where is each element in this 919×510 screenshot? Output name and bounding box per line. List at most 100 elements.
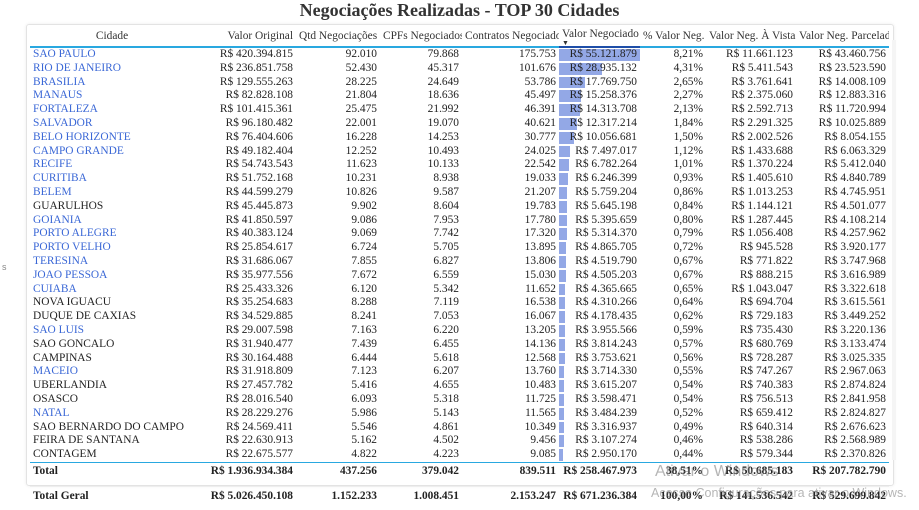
table-row[interactable]: SAO BERNARDO DO CAMPO R$ 24.569.411 5.546 4… bbox=[30, 421, 889, 435]
city-name[interactable]: RECIFE bbox=[33, 158, 73, 171]
table-row[interactable]: JOAO PESSOA R$ 35.977.556 7.672 6.559 15.030… bbox=[30, 269, 889, 283]
table-row[interactable]: PORTO ALEGRE R$ 40.383.124 9.069 7.742 17.32… bbox=[30, 227, 889, 241]
table-row[interactable]: MANAUS R$ 82.828.108 21.804 18.636 45.497 R$ … bbox=[30, 89, 889, 103]
grand-total-pct: 100,00% bbox=[640, 485, 706, 505]
cell-valor-negociado: R$ 3.316.937 bbox=[559, 421, 640, 435]
cell-contratos-negociados: 9.456 bbox=[530, 434, 556, 447]
cell-cpfs-negociados: 8.604 bbox=[433, 199, 459, 212]
cell-qtd-negociacoes: 9.086 bbox=[351, 213, 377, 226]
cell-contratos-negociados: 11.565 bbox=[525, 406, 556, 419]
city-name[interactable]: TERESINA bbox=[33, 254, 89, 267]
table-row[interactable]: SAO GONCALO R$ 31.940.477 7.439 6.455 14.136… bbox=[30, 338, 889, 352]
column-header-valor-negociado[interactable]: Valor Negociado ▼ bbox=[559, 26, 640, 48]
valor-negociado-value: R$ 4.310.266 bbox=[575, 296, 637, 309]
cell-contratos-negociados: 19.033 bbox=[524, 172, 556, 185]
table-row[interactable]: CURITIBA R$ 51.752.168 10.231 8.938 19.033 R$… bbox=[30, 172, 889, 186]
sort-descending-icon[interactable]: ▼ bbox=[562, 39, 569, 47]
city-name[interactable]: PORTO ALEGRE bbox=[33, 227, 117, 240]
city-name[interactable]: PORTO VELHO bbox=[33, 241, 111, 254]
table-row[interactable]: UBERLANDIA R$ 27.457.782 5.416 4.655 10.483 R… bbox=[30, 379, 889, 393]
table-row[interactable]: BELO HORIZONTE R$ 76.404.606 16.228 14.253 3… bbox=[30, 131, 889, 145]
cell-contratos-negociados: 10.349 bbox=[524, 420, 556, 433]
column-header-valor-neg-a-vista[interactable]: Valor Neg. À Vista bbox=[706, 26, 796, 48]
cell-valor-original: R$ 51.752.168 bbox=[225, 172, 293, 185]
city-name[interactable]: CURITIBA bbox=[33, 172, 87, 185]
table-row[interactable]: CUIABA R$ 25.433.326 6.120 5.342 11.652 R$ 4.… bbox=[30, 283, 889, 297]
city-name[interactable]: BELEM bbox=[33, 185, 72, 198]
column-header-cpfs-negociados[interactable]: CPFs Negociados bbox=[380, 26, 462, 48]
city-name[interactable]: MANAUS bbox=[33, 89, 83, 102]
table-row[interactable]: SALVADOR R$ 96.180.482 22.001 19.070 40.621 R… bbox=[30, 117, 889, 131]
table-row[interactable]: RECIFE R$ 54.743.543 11.623 10.133 22.542 R$ … bbox=[30, 158, 889, 172]
city-name[interactable]: BRASILIA bbox=[33, 75, 86, 88]
data-bar bbox=[559, 269, 566, 282]
cell-qtd-negociacoes: 7.672 bbox=[351, 268, 377, 281]
column-header-valor-original[interactable]: Valor Original bbox=[194, 26, 296, 48]
city-name[interactable]: MACEIO bbox=[33, 365, 78, 378]
cell-qtd-negociacoes: 22.001 bbox=[345, 116, 377, 129]
city-name[interactable]: GOIANIA bbox=[33, 213, 82, 226]
cell-valor-original: R$ 420.394.815 bbox=[194, 46, 296, 62]
cell-valor-negociado: R$ 5.395.659 bbox=[559, 214, 640, 228]
table-row[interactable]: CONTAGEM R$ 22.675.577 4.822 4.223 9.085 R$ 2… bbox=[30, 448, 889, 462]
cell-pct-valor-neg: 0,62% bbox=[673, 310, 703, 323]
table-row[interactable]: NATAL R$ 28.229.276 5.986 5.143 11.565 R$ 3.4… bbox=[30, 407, 889, 421]
city-name[interactable]: JOAO PESSOA bbox=[33, 268, 108, 281]
city-name[interactable]: SAO PAULO bbox=[30, 46, 194, 62]
table-row[interactable]: GOIANIA R$ 41.850.597 9.086 7.953 17.780 R$ 5… bbox=[30, 214, 889, 228]
cell-valor-original: R$ 35.977.556 bbox=[225, 268, 293, 281]
city-name[interactable]: FORTALEZA bbox=[33, 103, 98, 116]
table-row[interactable]: CAMPO GRANDE R$ 49.182.404 12.252 10.493 24.… bbox=[30, 145, 889, 159]
cell-valor-neg-a-vista: R$ 2.592.713 bbox=[731, 103, 793, 116]
cities-table: Cidade Valor Original Qtd Negociações CP… bbox=[30, 26, 889, 505]
city-name[interactable]: BELO HORIZONTE bbox=[33, 130, 131, 143]
column-header-qtd-negociacoes[interactable]: Qtd Negociações bbox=[296, 26, 380, 48]
data-bar bbox=[559, 449, 564, 461]
cell-valor-neg-a-vista: R$ 1.405.610 bbox=[731, 172, 793, 185]
cell-valor-neg-parcelado: R$ 4.840.789 bbox=[824, 172, 886, 185]
cell-pct-valor-neg: 0,59% bbox=[673, 323, 703, 336]
table-scrollbar[interactable] bbox=[892, 40, 896, 460]
cell-qtd-negociacoes: 9.069 bbox=[351, 227, 377, 240]
table-row[interactable]: NOVA IGUACU R$ 35.254.683 8.288 7.119 16.538… bbox=[30, 296, 889, 310]
cell-valor-original: R$ 40.383.124 bbox=[225, 227, 293, 240]
city-name[interactable]: SAO LUIS bbox=[33, 323, 84, 336]
column-header-contratos-negociados[interactable]: Contratos Negociados bbox=[462, 26, 559, 48]
column-header-valor-neg-parcelado[interactable]: Valor Neg. Parcelado bbox=[796, 26, 889, 48]
table-row[interactable]: FEIRA DE SANTANA R$ 22.630.913 5.162 4.502 9… bbox=[30, 434, 889, 448]
cell-pct-valor-neg: 0,67% bbox=[673, 254, 703, 267]
column-header-cidade[interactable]: Cidade bbox=[30, 26, 194, 48]
city-name[interactable]: CUIABA bbox=[33, 282, 77, 295]
cell-valor-negociado: R$ 15.258.376 bbox=[559, 89, 640, 103]
cell-valor-neg-a-vista: R$ 729.183 bbox=[739, 310, 793, 323]
cell-valor-neg-parcelado: R$ 2.568.989 bbox=[824, 434, 886, 447]
table-row[interactable]: SAO LUIS R$ 29.007.598 7.163 6.220 13.205 R$ … bbox=[30, 324, 889, 338]
valor-negociado-value: R$ 6.782.264 bbox=[575, 158, 637, 171]
cell-cpfs-negociados: 24.649 bbox=[427, 75, 459, 88]
table-row[interactable]: SAO PAULO R$ 420.394.815 92.010 79.868 175.7… bbox=[30, 46, 889, 62]
table-row[interactable]: OSASCO R$ 28.016.540 6.093 5.318 11.725 R$ 3.… bbox=[30, 393, 889, 407]
table-row[interactable]: CAMPINAS R$ 30.164.488 6.444 5.618 12.568 R$ … bbox=[30, 352, 889, 366]
city-name[interactable]: NATAL bbox=[33, 406, 70, 419]
column-header-pct-valor-neg[interactable]: % Valor Neg. bbox=[640, 26, 706, 48]
data-bar bbox=[559, 228, 567, 241]
city-name[interactable]: RIO DE JANEIRO bbox=[33, 61, 121, 74]
cell-valor-neg-parcelado: R$ 2.874.824 bbox=[824, 379, 886, 392]
table-row[interactable]: TERESINA R$ 31.686.067 7.855 6.827 13.806 R$ … bbox=[30, 255, 889, 269]
table-row[interactable]: RIO DE JANEIRO R$ 236.851.758 52.430 45.317… bbox=[30, 62, 889, 76]
table-row[interactable]: FORTALEZA R$ 101.415.361 25.475 21.992 46.39… bbox=[30, 103, 889, 117]
cell-cpfs-negociados: 10.133 bbox=[427, 158, 459, 171]
table-row[interactable]: PORTO VELHO R$ 25.854.617 6.724 5.705 13.895… bbox=[30, 241, 889, 255]
valor-negociado-value: R$ 7.497.017 bbox=[575, 144, 637, 157]
table-row[interactable]: DUQUE DE CAXIAS R$ 34.529.885 8.241 7.053 16… bbox=[30, 310, 889, 324]
data-bar bbox=[559, 214, 567, 227]
cell-valor-neg-parcelado: R$ 2.841.958 bbox=[824, 392, 886, 405]
city-name[interactable]: SALVADOR bbox=[33, 116, 93, 129]
total-qtd: 437.256 bbox=[296, 461, 380, 480]
table-row[interactable]: MACEIO R$ 31.918.809 7.123 6.207 13.760 R$ 3.… bbox=[30, 365, 889, 379]
cell-contratos-negociados: 13.205 bbox=[524, 323, 556, 336]
table-row[interactable]: GUARULHOS R$ 45.445.873 9.902 8.604 19.783 R$… bbox=[30, 200, 889, 214]
table-row[interactable]: BELEM R$ 44.599.279 10.826 9.587 21.207 R$ 5.… bbox=[30, 186, 889, 200]
table-row[interactable]: BRASILIA R$ 129.555.263 28.225 24.649 53.786… bbox=[30, 76, 889, 90]
city-name[interactable]: CAMPO GRANDE bbox=[33, 144, 124, 157]
